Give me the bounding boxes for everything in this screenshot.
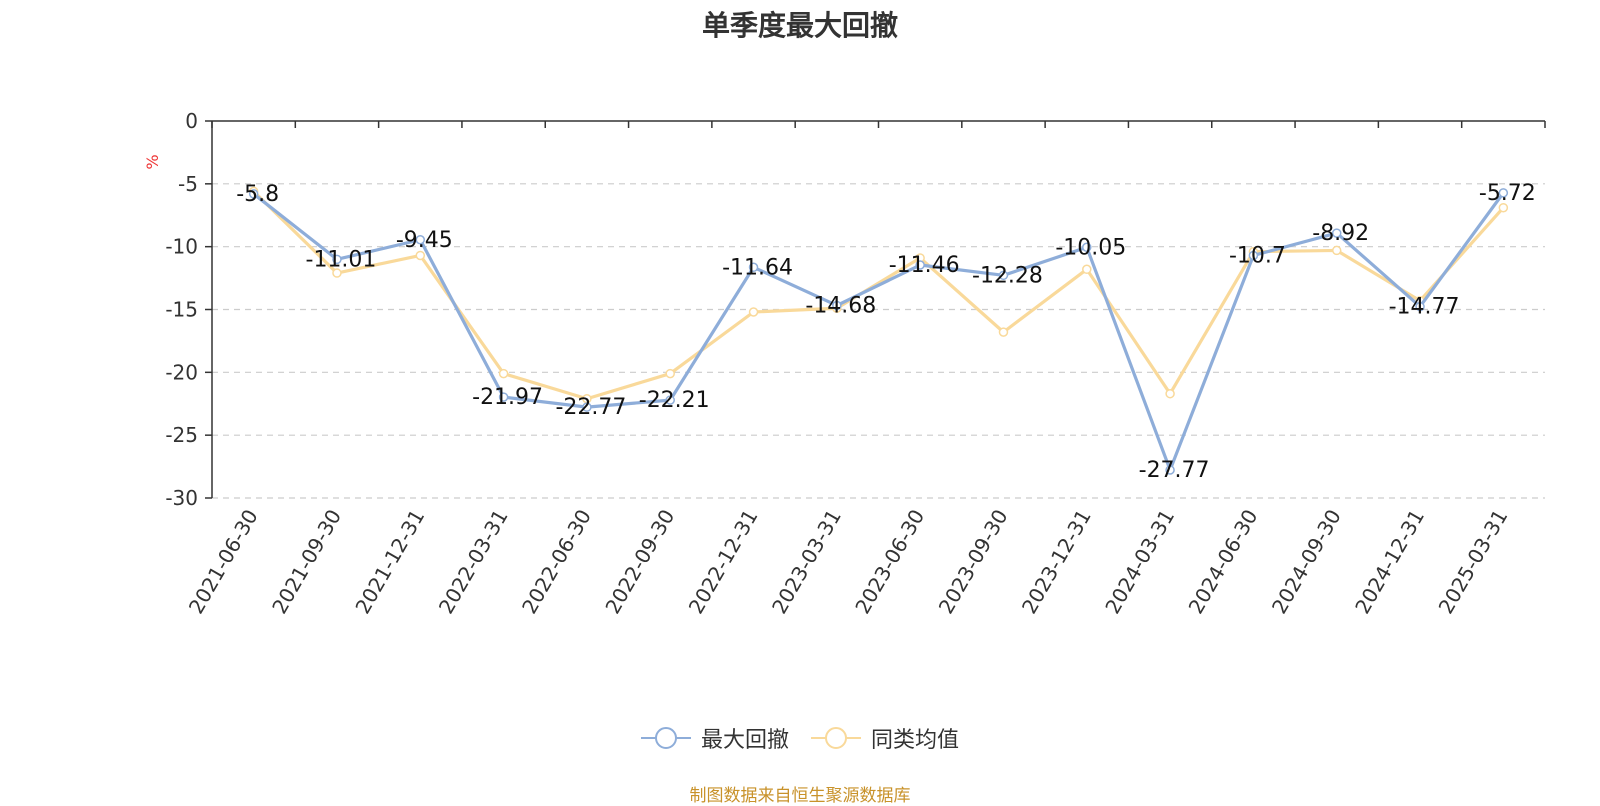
- series: [248, 186, 1509, 475]
- data-point: [332, 268, 342, 278]
- data-point: [665, 368, 675, 379]
- x-tick-label: 2022-12-31: [684, 505, 763, 618]
- y-axis-unit: %: [143, 154, 162, 169]
- legend-line-circle-icon: [811, 727, 861, 749]
- data-label: -5.72: [1479, 181, 1536, 206]
- data-point: [1165, 465, 1175, 475]
- data-label: -5.8: [236, 182, 279, 207]
- data-label: -27.77: [1139, 458, 1210, 483]
- data-point: [582, 402, 592, 412]
- data-point: [498, 368, 509, 379]
- x-tick-label: 2023-03-31: [767, 505, 846, 618]
- grid-lines: [212, 183, 1545, 499]
- y-tick-label: -15: [165, 298, 198, 322]
- data-point: [1082, 264, 1092, 275]
- data-point: [665, 395, 675, 405]
- data-label: -8.92: [1312, 221, 1369, 246]
- data-point: [832, 300, 842, 311]
- legend-line-circle-icon: [640, 727, 691, 749]
- data-label: -9.45: [396, 228, 453, 253]
- data-label: -22.77: [555, 395, 626, 420]
- x-tick-label: 2024-03-31: [1100, 505, 1179, 618]
- data-point: [1498, 202, 1509, 213]
- data-point: [415, 235, 426, 245]
- legend-label-peer-average: 同类均值: [871, 728, 960, 753]
- x-tick-label: 2022-03-31: [434, 505, 513, 618]
- x-tick-label: 2025-03-31: [1434, 505, 1513, 618]
- data-label: -14.68: [805, 293, 876, 318]
- y-tick-label: 0: [185, 109, 198, 133]
- data-point: [1082, 242, 1092, 253]
- data-point: [1331, 245, 1342, 256]
- data-point: [248, 189, 259, 199]
- y-tick-label: -5: [178, 172, 198, 196]
- data-point: [332, 254, 342, 265]
- legend-item-peer-average[interactable]: 同类均值: [811, 722, 959, 754]
- data-point: [1248, 250, 1259, 261]
- y-tick-label: -10: [165, 235, 198, 259]
- data-point: [915, 260, 925, 270]
- x-tick-label: 2024-12-31: [1350, 505, 1429, 618]
- data-label: -12.28: [972, 263, 1043, 288]
- data-point: [748, 262, 759, 273]
- data-point: [1331, 228, 1342, 238]
- y-tick-label: -25: [165, 423, 198, 447]
- x-tick-label: 2023-09-30: [934, 505, 1013, 618]
- series-line-0: [252, 191, 1505, 472]
- data-label: -11.01: [306, 247, 377, 272]
- data-point: [998, 270, 1009, 281]
- data-label: -22.21: [639, 388, 710, 413]
- data-point: [415, 250, 426, 261]
- legend: 最大回撤 同类均值: [0, 722, 1600, 754]
- chart-title: 单季度最大回撤: [701, 9, 898, 42]
- data-point: [498, 392, 509, 402]
- y-tick-label: -20: [165, 360, 198, 384]
- data-label: -14.77: [1389, 295, 1460, 320]
- x-tick-label: 2024-06-30: [1184, 505, 1263, 618]
- data-source-note: 制图数据来自恒生聚源数据库: [689, 786, 911, 806]
- data-point: [998, 327, 1009, 337]
- x-tick-label: 2021-06-30: [184, 505, 263, 618]
- x-tick-label: 2023-12-31: [1017, 505, 1096, 618]
- data-label: -11.46: [889, 253, 960, 278]
- data-labels: -5.8-11.01-9.45-21.97 -22.77 -22.21-11.64-…: [236, 181, 1536, 483]
- x-tick-label: 2022-09-30: [600, 505, 679, 618]
- legend-label-drawdown: 最大回撤: [700, 728, 789, 753]
- x-tick-label: 2021-12-31: [350, 505, 429, 618]
- x-tick-label: 2024-09-30: [1267, 505, 1346, 618]
- x-tick-label: 2021-09-30: [267, 505, 346, 618]
- x-tick-label: 2023-06-30: [850, 505, 929, 618]
- data-label: -11.64: [722, 255, 793, 280]
- data-label: -10.7: [1229, 243, 1286, 268]
- data-point: [1415, 301, 1425, 312]
- data-point: [748, 307, 759, 317]
- data-point: [1165, 388, 1175, 399]
- data-point: [1498, 188, 1509, 198]
- data-label: -21.97: [472, 385, 543, 410]
- y-tick-label: -30: [165, 486, 198, 510]
- x-tick-label: 2022-06-30: [517, 505, 596, 618]
- legend-item-drawdown[interactable]: 最大回撤: [640, 722, 789, 754]
- data-label: -10.05: [1055, 235, 1126, 260]
- series-line-1: [252, 190, 1505, 401]
